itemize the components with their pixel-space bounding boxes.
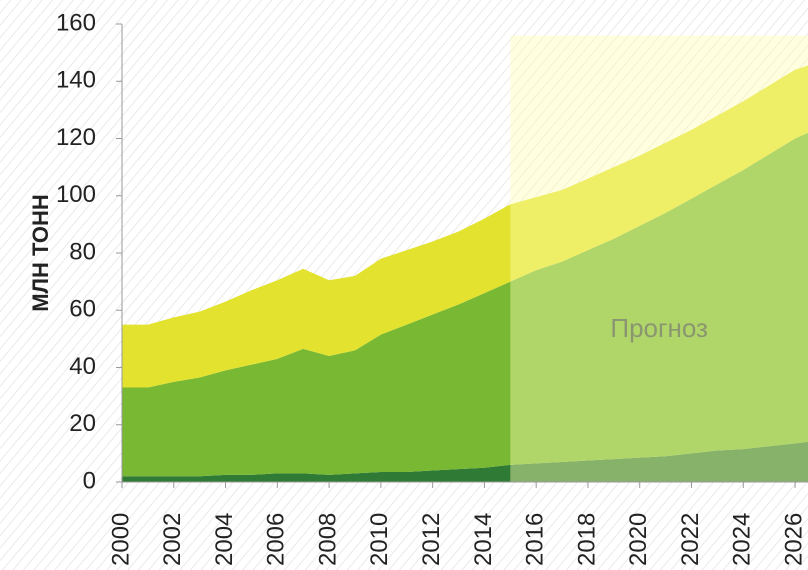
x-tick-label: 2008: [314, 513, 341, 566]
y-tick-label: 60: [69, 296, 96, 323]
y-tick-label: 0: [83, 467, 96, 494]
x-tick-label: 2004: [211, 513, 238, 566]
forecast-label: Прогноз: [610, 313, 708, 343]
x-tick-label: 2000: [107, 513, 134, 566]
forecast-region: [510, 35, 808, 482]
plot-area: [122, 35, 808, 482]
x-tick-label: 2012: [418, 513, 445, 566]
x-tick-label: 2014: [470, 513, 497, 566]
y-tick-label: 80: [69, 238, 96, 265]
x-tick-label: 2010: [366, 513, 393, 566]
x-tick-label: 2006: [263, 513, 290, 566]
area: [122, 65, 808, 388]
area: [122, 132, 808, 477]
y-tick-label: 40: [69, 353, 96, 380]
area: [122, 441, 808, 482]
y-tick-label: 20: [69, 410, 96, 437]
y-axis-label: МЛН ТОНН: [28, 194, 53, 312]
x-tick-label: 2022: [677, 513, 704, 566]
x-tick-label: 2026: [780, 513, 807, 566]
y-tick-label: 140: [56, 67, 96, 94]
y-tick-label: 100: [56, 181, 96, 208]
x-tick-label: 2024: [729, 513, 756, 566]
y-tick-label: 120: [56, 124, 96, 151]
x-tick-label: 2018: [573, 513, 600, 566]
y-tick-label: 160: [56, 9, 96, 36]
x-tick-label: 2002: [159, 513, 186, 566]
x-tick-label: 2020: [625, 513, 652, 566]
x-tick-label: 2016: [522, 513, 549, 566]
